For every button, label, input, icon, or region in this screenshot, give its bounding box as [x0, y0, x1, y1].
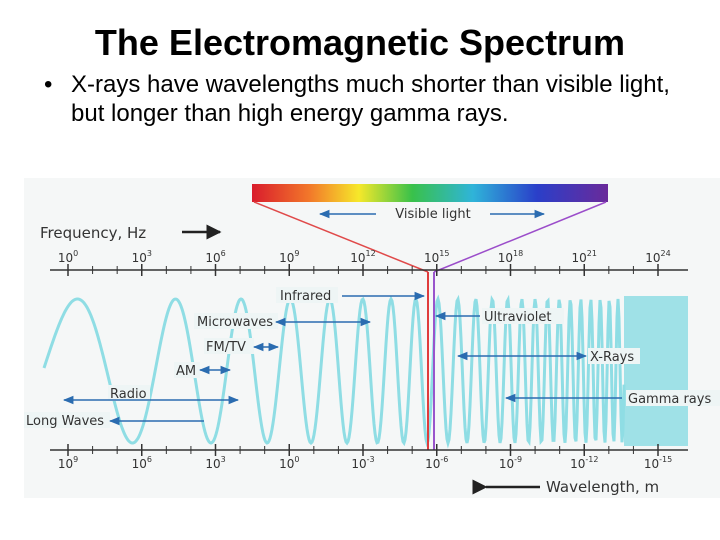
frequency-tick-label: 103 [132, 249, 152, 265]
band-fm-tv: FM/TV [204, 338, 280, 355]
band-x-rays: X-Rays [456, 348, 640, 365]
wavelength-axis-label: Wavelength, m [546, 478, 659, 496]
visible-light-label-bg [388, 204, 478, 222]
band-long-waves: Long Waves [24, 412, 204, 429]
band-am: AM [174, 362, 232, 379]
fm-tv-label: FM/TV [206, 340, 246, 355]
visible-light-strip [252, 184, 608, 202]
frequency-tick-label: 106 [205, 249, 225, 265]
frequency-tick-label: 1012 [350, 249, 375, 265]
visible-light-label: Visible light [395, 207, 470, 222]
frequency-tick-label: 1015 [424, 249, 449, 265]
frequency-tick-label: 1021 [572, 249, 597, 265]
wavelength-tick-label: 109 [58, 455, 78, 471]
frequency-tick-label: 100 [58, 249, 78, 265]
bullet-symbol: • [44, 71, 53, 98]
microwaves-label: Microwaves [197, 315, 273, 330]
wavelength-axis-ticks: 109 106 103 100 10-3 10-6 10-9 10-12 10-15 [58, 444, 672, 471]
gamma-rays-label: Gamma rays [628, 392, 711, 407]
band-ultraviolet: Ultraviolet [434, 308, 564, 325]
gamma-wave-dense [624, 296, 688, 446]
infrared-label: Infrared [280, 289, 331, 304]
band-gamma-rays: Gamma rays [504, 390, 720, 407]
wavelength-tick-label: 103 [205, 455, 225, 471]
frequency-tick-label: 1018 [498, 249, 523, 265]
slide-title: The Electromagnetic Spectrum [94, 22, 626, 63]
frequency-axis-label: Frequency, Hz [40, 224, 146, 242]
wavelength-tick-label: 106 [132, 455, 152, 471]
wavelength-tick-label: 10-12 [570, 455, 598, 471]
em-spectrum-diagram: Visible light Frequency, Hz 100 103 106 109… [24, 178, 720, 498]
band-infrared: Infrared [276, 287, 426, 304]
visible-cone-right [433, 201, 607, 273]
frequency-axis-ticks: 100 103 106 109 1012 1015 1018 1021 1024 [58, 249, 671, 276]
frequency-tick-label: 1024 [645, 249, 670, 265]
bullet-text: X-rays have wavelengths much shorter tha… [71, 71, 670, 127]
long-waves-label: Long Waves [26, 414, 104, 429]
am-label: AM [176, 364, 196, 379]
visible-cone-left [253, 201, 429, 273]
wavelength-tick-label: 10-6 [425, 455, 448, 471]
wavelength-tick-label: 10-9 [499, 455, 522, 471]
band-radio: Radio [62, 385, 240, 405]
diagram-background [24, 178, 720, 498]
band-microwaves: Microwaves [194, 313, 372, 330]
x-rays-label: X-Rays [590, 350, 634, 365]
ultraviolet-label: Ultraviolet [484, 310, 552, 325]
wavelength-tick-label: 10-15 [644, 455, 672, 471]
wavelength-tick-label: 10-3 [351, 455, 374, 471]
frequency-tick-label: 109 [279, 249, 299, 265]
wavelength-tick-label: 100 [279, 455, 299, 471]
